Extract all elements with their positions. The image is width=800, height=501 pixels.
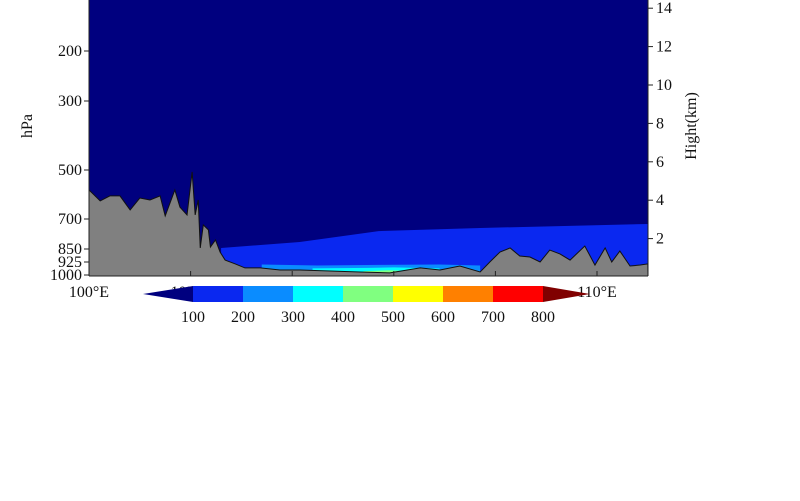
colorbar-label: 300: [281, 309, 305, 326]
colorbar-label: 100: [181, 309, 205, 326]
left-tick-label: 300: [58, 93, 82, 110]
terrain-profile: [89, 171, 648, 276]
left-axis-label: hPa: [19, 114, 36, 138]
right-tick-label: 6: [656, 154, 664, 171]
colorbar-segment: [193, 286, 243, 302]
colorbar-segment: [343, 286, 393, 302]
colorbar-extend-low: [143, 286, 193, 302]
right-tick-label: 2: [656, 231, 664, 248]
colorbar-segment: [293, 286, 343, 302]
colorbar-segment: [393, 286, 443, 302]
right-tick-label: 4: [656, 192, 664, 209]
right-tick-label: 8: [656, 115, 664, 132]
x-tick-label: 100°E: [69, 284, 109, 301]
colorbar-segment: [493, 286, 543, 302]
colorbar-segment: [443, 286, 493, 302]
colorbar-extend-high: [543, 286, 590, 302]
left-tick-label: 700: [58, 211, 82, 228]
right-tick-label: 14: [656, 0, 672, 17]
left-tick-label: 200: [58, 43, 82, 60]
left-tick-label: 500: [58, 162, 82, 179]
colorbar-segment: [243, 286, 293, 302]
left-tick-label: 850: [58, 241, 82, 258]
colorbar: 100 200 300 400 500 600 700 800: [143, 286, 590, 326]
right-tick-label: 10: [656, 77, 672, 94]
colorbar-label: 200: [231, 309, 255, 326]
left-tick-label: 925: [58, 254, 82, 271]
colorbar-label: 600: [431, 309, 455, 326]
right-tick-label: 12: [656, 39, 672, 56]
colorbar-label: 400: [331, 309, 355, 326]
colorbar-label: 800: [531, 309, 555, 326]
left-tick-label: 1000: [50, 267, 82, 284]
colorbar-label: 500: [381, 309, 405, 326]
colorbar-label: 700: [481, 309, 505, 326]
right-axis-label: Hight(km): [683, 92, 700, 160]
x-tick-label: 110°E: [577, 284, 617, 301]
